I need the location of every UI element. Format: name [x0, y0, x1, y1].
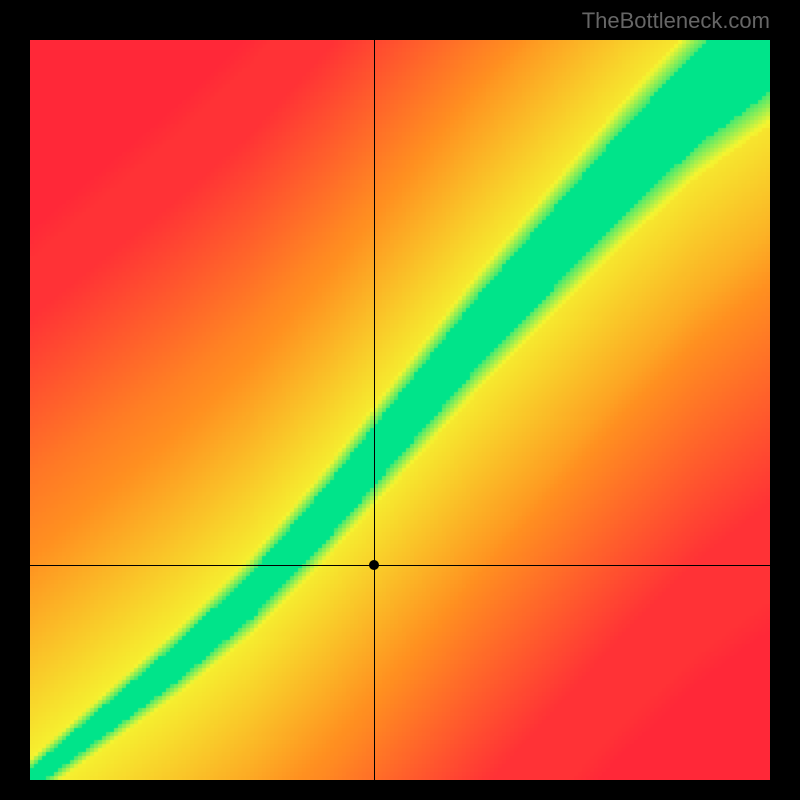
watermark-text: TheBottleneck.com — [582, 8, 770, 34]
plot-area — [30, 40, 770, 780]
crosshair-vertical — [374, 40, 375, 780]
crosshair-horizontal — [30, 565, 770, 566]
intersection-marker — [369, 560, 379, 570]
heatmap-canvas — [30, 40, 770, 780]
